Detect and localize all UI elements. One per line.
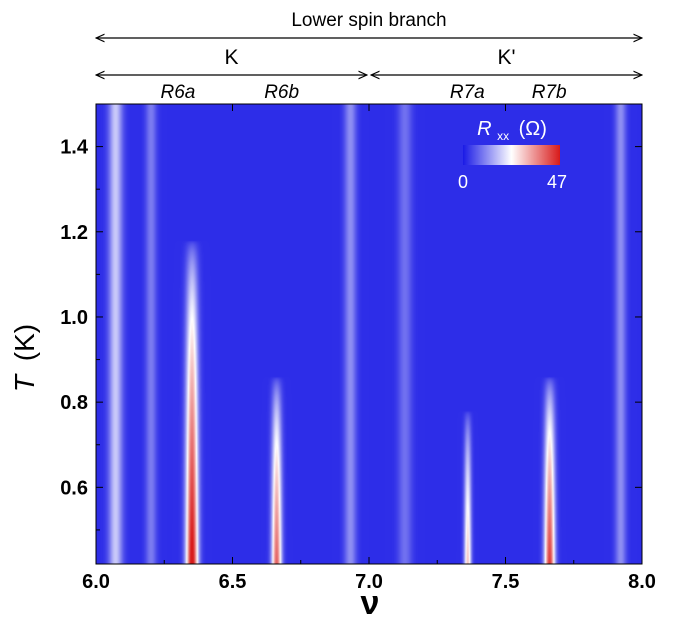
peak-label: R7a <box>450 82 485 103</box>
y-axis-unit: (K) <box>9 324 40 361</box>
colorbar-min-label: 0 <box>458 172 468 192</box>
lower-spin-branch-label: Lower spin branch <box>291 10 446 31</box>
colorbar: R xx (Ω) 0 47 <box>458 118 567 192</box>
peak-label: R6b <box>264 82 299 103</box>
x-tick-label: 7.0 <box>355 571 383 593</box>
colorbar-unit: (Ω) <box>519 118 547 140</box>
valley-label: K <box>224 46 238 69</box>
x-tick-label: 7.5 <box>492 571 520 593</box>
x-axis-ticks: 6.0 6.5 7.0 7.5 8.0 <box>82 104 656 593</box>
peak-label: R7b <box>532 82 567 103</box>
peak-label: R6a <box>160 82 195 103</box>
x-axis-label: ν <box>361 584 380 622</box>
x-tick-label: 6.5 <box>219 571 247 593</box>
y-axis-symbol: T <box>9 373 40 392</box>
x-tick-label: 8.0 <box>628 571 656 593</box>
y-tick-label: 1.2 <box>60 222 88 244</box>
colorbar-subscript: xx <box>497 129 509 143</box>
heatmap-image <box>96 104 642 564</box>
y-tick-label: 1.4 <box>60 137 89 159</box>
y-axis-label: T (K) <box>9 324 40 392</box>
colorbar-title: R xx (Ω) <box>477 118 547 145</box>
x-tick-label: 6.0 <box>82 571 110 593</box>
colorbar-gradient <box>463 145 560 165</box>
y-tick-label: 1.0 <box>60 307 88 329</box>
annotations: Lower spin branch K K' R6a R6b R7a R7b <box>96 10 642 103</box>
y-axis-ticks: 0.6 0.8 1.0 1.2 1.4 <box>60 103 642 531</box>
colorbar-symbol: R <box>477 118 491 140</box>
y-tick-label: 0.8 <box>60 392 88 414</box>
colorbar-max-label: 47 <box>547 172 567 192</box>
valley-label: K' <box>497 46 515 69</box>
y-tick-label: 0.6 <box>60 477 88 499</box>
